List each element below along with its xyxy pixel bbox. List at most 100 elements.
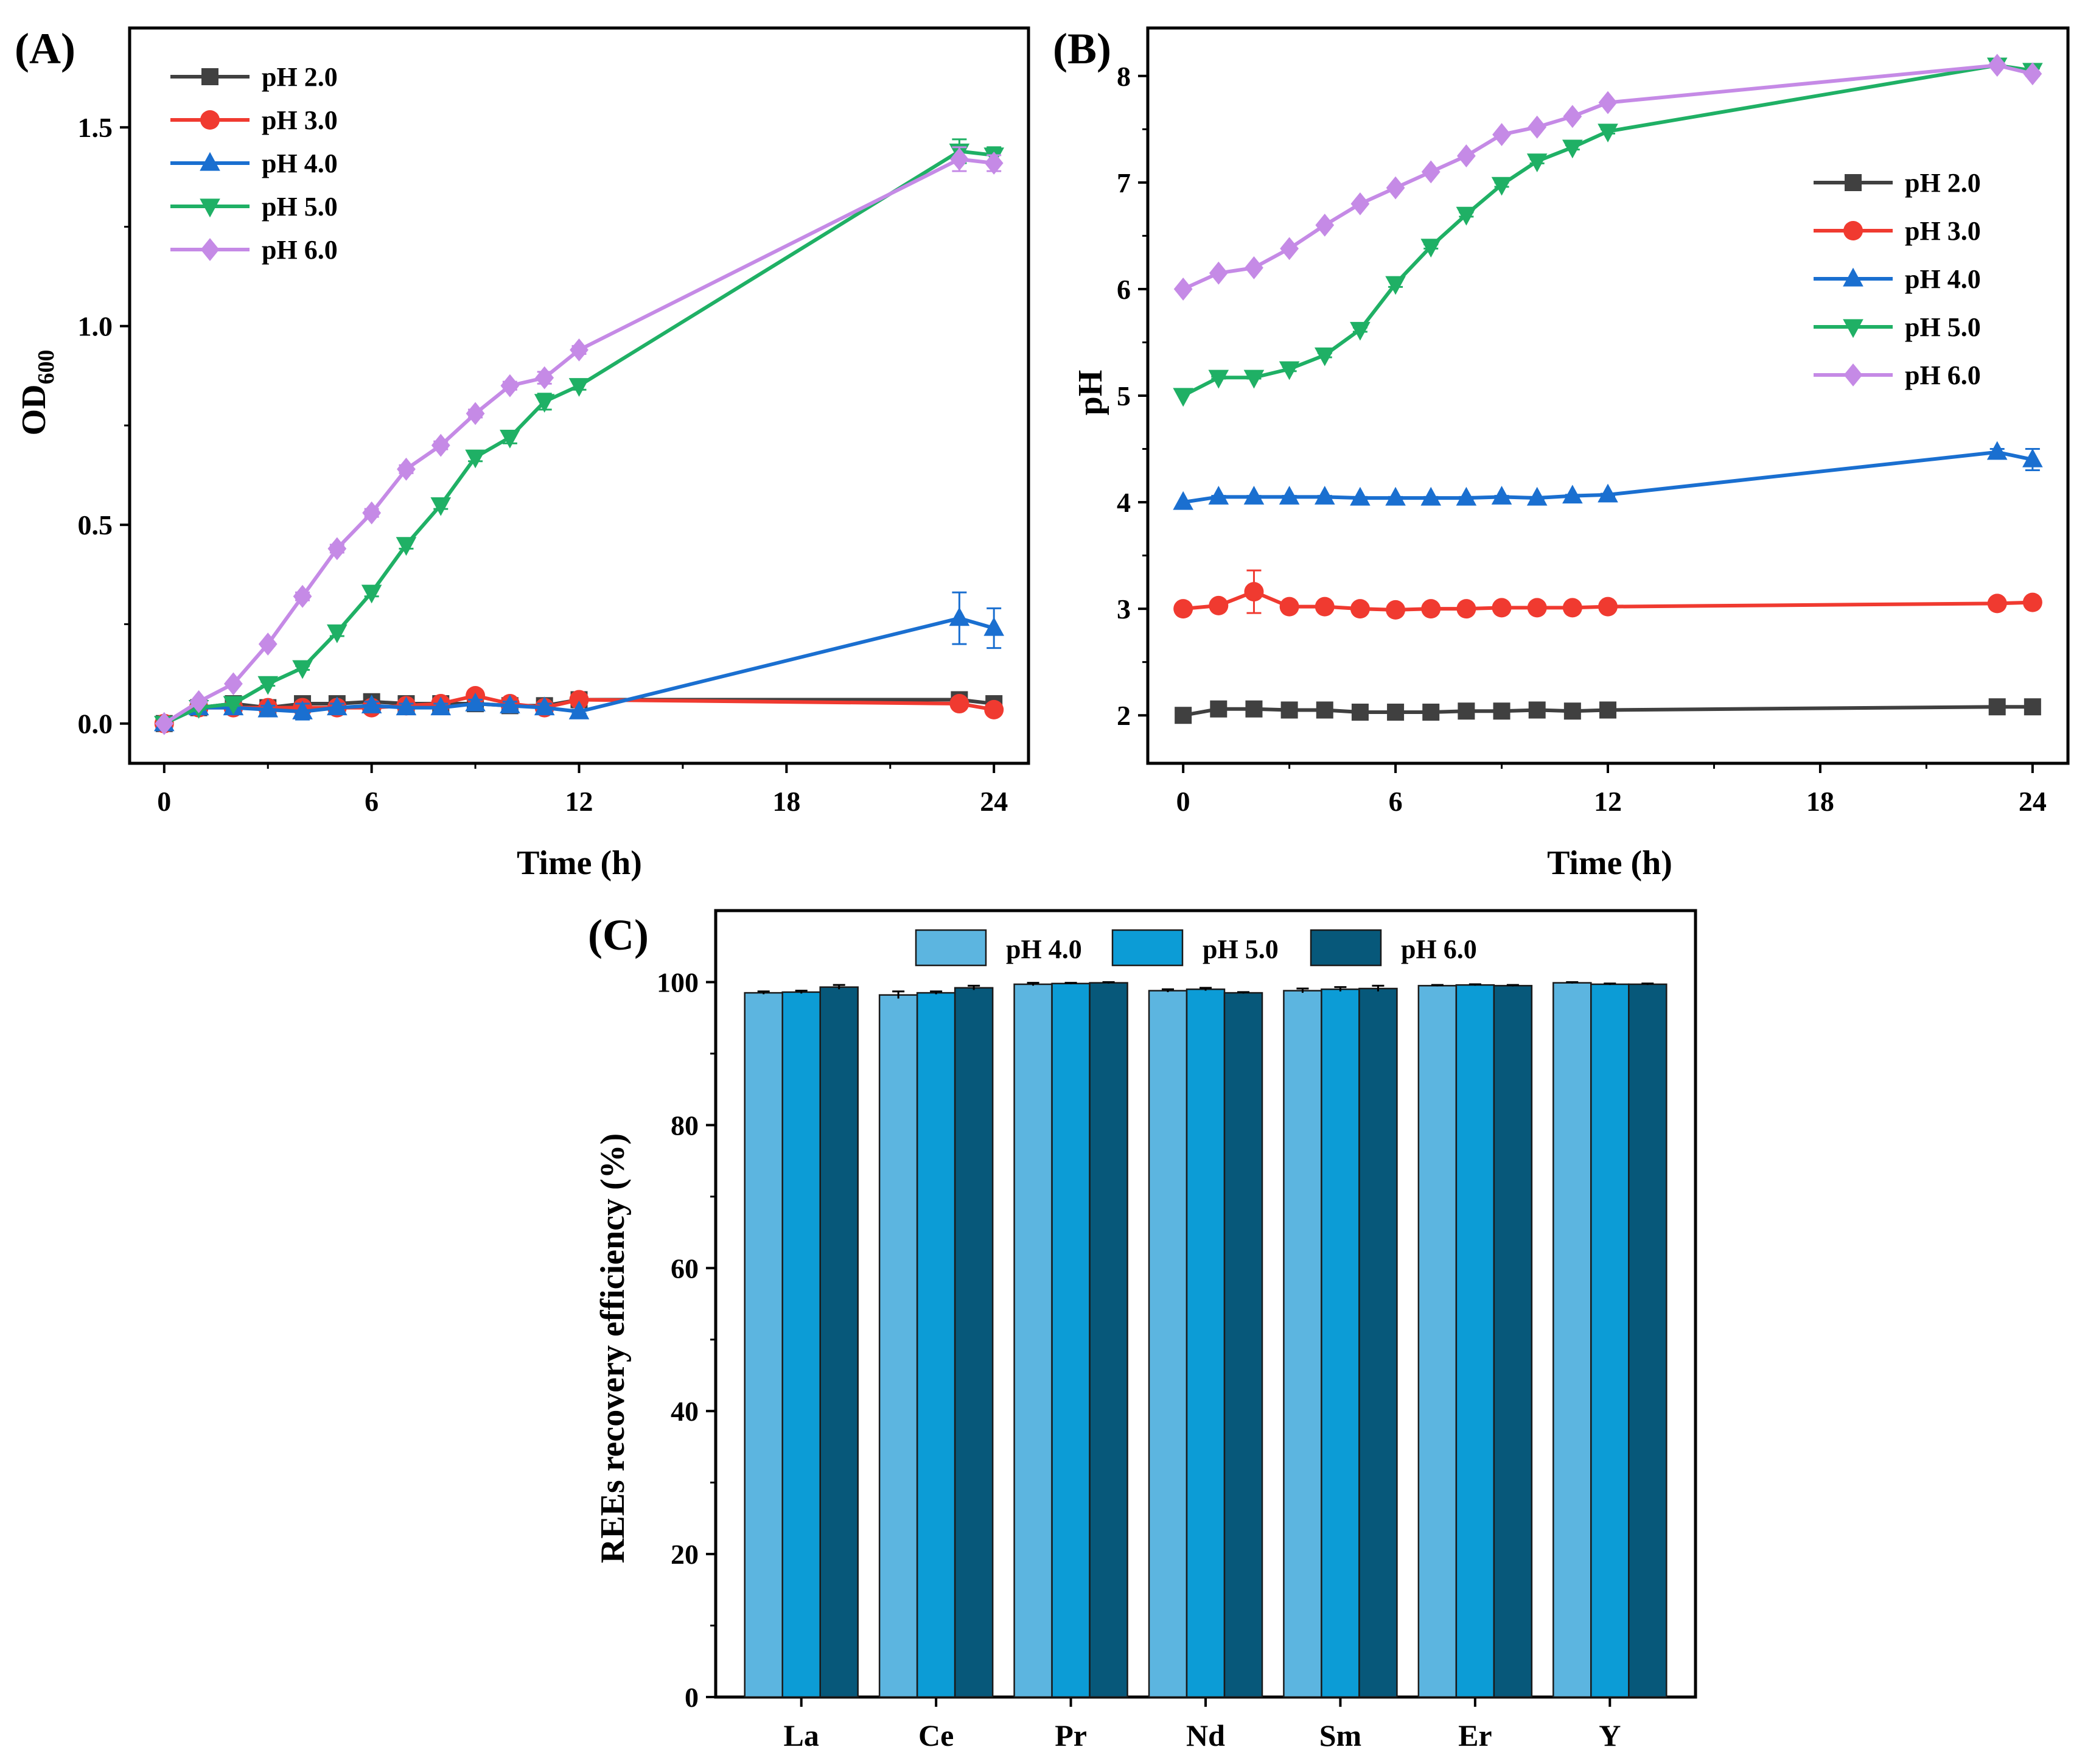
panel-b-data-point-ph-6-0 <box>1209 261 1228 285</box>
panel-c-bar-y-ph-6-0 <box>1628 983 1668 1698</box>
panel-a-legend-label-ph-2-0: pH 2.0 <box>262 62 338 92</box>
panel-b-data-point-ph-2-0 <box>1210 700 1228 718</box>
panel-b-data-point-ph-4-0 <box>2022 448 2043 467</box>
panel-a-data-point-ph-5-0 <box>396 537 417 556</box>
panel-a-data-point-ph-5-0 <box>465 449 486 469</box>
panel-b-data-point-ph-6-0 <box>1280 237 1299 261</box>
panel-a-data-point-ph-6-0 <box>570 338 588 362</box>
panel-a-data-point-ph-6-0 <box>362 501 382 525</box>
panel-b-data-point-ph-6-0 <box>1421 160 1441 184</box>
panel-c-bar-ce-ph-4-0 <box>878 994 918 1698</box>
panel-b-data-point-ph-5-0 <box>1208 369 1229 389</box>
panel-c-plot-area: 0 20 40 60 80 100 La Ce Pr Nd Sm Er YpH 4.0 pH 5.0 pH … <box>657 909 1697 1752</box>
panel-b-data-point-ph-4-0 <box>1562 485 1583 504</box>
panel-b-data-point-ph-4-0 <box>1243 486 1265 505</box>
panel-b-data-point-ph-2-0 <box>1493 702 1510 720</box>
panel-b-data-point-ph-5-0 <box>1314 347 1335 366</box>
panel-a-data-point-ph-4-0 <box>465 692 486 712</box>
panel-b-data-point-ph-4-0 <box>1420 486 1442 506</box>
panel-b-x-tick-label: 18 <box>1806 786 1834 817</box>
panel-a-legend-label-ph-3-0: pH 3.0 <box>262 105 338 135</box>
panel-b-data-point-ph-6-0 <box>1598 91 1618 114</box>
panel-b-data-point-ph-6-0 <box>1173 278 1193 301</box>
panel-b-data-point-ph-6-0 <box>1350 192 1370 215</box>
panel-a-legend-marker-ph-3-0 <box>200 110 220 130</box>
panel-b-data-point-ph-5-0 <box>1491 177 1512 196</box>
panel-b-data-point-ph-2-0 <box>1563 702 1581 720</box>
panel-c-category-label-la: La <box>784 1718 819 1752</box>
panel-c-category-label-ce: Ce <box>918 1718 954 1752</box>
panel-c: (C) 0 20 40 60 80 100 La Ce Pr Nd Sm Er YpH 4.0 pH 5.… <box>588 909 1697 1752</box>
panel-b-data-point-ph-5-0 <box>1243 369 1265 389</box>
panel-c-bar-sm-ph-5-0 <box>1321 988 1360 1698</box>
panel-c-label: (C) <box>588 911 649 959</box>
panel-b-legend-marker-ph-2-0 <box>1845 174 1862 191</box>
panel-b-data-point-ph-4-0 <box>1526 486 1548 506</box>
panel-c-y-tick-label: 60 <box>671 1253 699 1284</box>
panel-b-data-point-ph-3-0 <box>1527 598 1547 618</box>
panel-b-data-point-ph-3-0 <box>1562 598 1582 618</box>
panel-a-data-point-ph-5-0 <box>430 497 452 516</box>
panel-a-data-point-ph-4-0 <box>500 695 520 713</box>
panel-b-data-point-ph-2-0 <box>1528 701 1546 719</box>
panel-b-data-point-ph-3-0 <box>1244 582 1264 602</box>
panel-a-legend-marker-ph-6-0 <box>200 238 220 261</box>
panel-b-data-point-ph-3-0 <box>1598 597 1618 617</box>
panel-c-bar-nd-ph-6-0 <box>1223 992 1263 1698</box>
panel-b-data-point-ph-2-0 <box>1175 707 1192 724</box>
panel-a-data-point-ph-6-0 <box>984 152 1004 175</box>
panel-c-legend-label-ph-6-0: pH 6.0 <box>1401 934 1477 964</box>
panel-b-legend-marker-ph-5-0 <box>1843 319 1863 338</box>
panel-c-legend-swatch-ph-5-0 <box>1111 929 1184 967</box>
panel-a-data-point-ph-5-0 <box>292 660 313 679</box>
panel-a-data-point-ph-6-0 <box>155 712 174 735</box>
panel-a-data-point-ph-3-0 <box>984 699 1004 719</box>
panel-a-data-point-ph-5-0 <box>257 676 279 695</box>
panel-b-y-tick-label: 7 <box>1117 167 1131 198</box>
panel-a-data-point-ph-6-0 <box>327 537 347 561</box>
panel-a-data-point-ph-6-0 <box>466 402 485 425</box>
panel-a-data-point-ph-3-0 <box>949 694 969 714</box>
panel-b-data-point-ph-4-0 <box>1208 486 1229 505</box>
panel-b-data-point-ph-6-0 <box>1563 105 1582 128</box>
panel-a-legend-label-ph-6-0: pH 6.0 <box>262 235 338 265</box>
panel-c-y-tick-label: 20 <box>671 1539 699 1570</box>
panel-b-data-point-ph-4-0 <box>1314 486 1335 505</box>
panel-b-y-tick-label: 2 <box>1117 700 1131 731</box>
panel-c-bar-la-ph-5-0 <box>781 991 821 1698</box>
panel-a-x-axis-title: Time (h) <box>517 844 642 882</box>
panel-b-data-point-ph-3-0 <box>1492 598 1512 618</box>
panel-c-bar-ce-ph-6-0 <box>954 987 994 1698</box>
panel-a-data-point-ph-6-0 <box>431 433 450 457</box>
panel-a-x-tick-label: 12 <box>565 786 593 817</box>
panel-b-x-tick-label: 0 <box>1176 786 1190 817</box>
panel-b-y-axis-title: pH <box>1072 370 1109 416</box>
panel-a-data-point-ph-6-0 <box>949 147 969 171</box>
panel-b-data-point-ph-3-0 <box>1209 595 1229 615</box>
panel-a-y-axis-title-subscript: 600 <box>33 350 59 385</box>
panel-a-data-point-ph-6-0 <box>258 632 278 656</box>
panel-a-legend-marker-ph-5-0 <box>200 198 220 218</box>
panel-b-data-point-ph-2-0 <box>1280 701 1298 719</box>
panel-b-y-tick-label: 4 <box>1117 487 1131 518</box>
panel-c-bar-pr-ph-4-0 <box>1013 983 1053 1698</box>
panel-b-data-point-ph-6-0 <box>1386 176 1405 200</box>
panel-a-data-point-ph-6-0 <box>500 374 520 397</box>
panel-b-data-point-ph-6-0 <box>1492 123 1511 146</box>
panel-b-x-tick-label: 12 <box>1594 786 1622 817</box>
panel-a-legend-label-ph-5-0: pH 5.0 <box>262 192 338 222</box>
panel-a-x-tick-label: 24 <box>980 786 1008 817</box>
panel-b-data-point-ph-2-0 <box>1599 701 1616 719</box>
panel-b-data-point-ph-5-0 <box>1420 239 1442 258</box>
panel-a-legend-marker-ph-4-0 <box>200 152 220 171</box>
panel-b-data-point-ph-5-0 <box>1456 206 1477 226</box>
panel-c-bar-ce-ph-5-0 <box>916 992 956 1698</box>
panel-b-plot-area: 0 6 12 18 24 2 3 4 5 6 7 8 pH 2.0 pH 3.0 pH 4.0 pH 5.0 p… <box>1117 26 2070 817</box>
panel-a-legend-marker-ph-2-0 <box>201 68 218 85</box>
panel-c-bar-nd-ph-4-0 <box>1148 990 1188 1698</box>
panel-b-legend-marker-ph-4-0 <box>1843 267 1863 287</box>
panel-c-category-label-er: Er <box>1458 1718 1492 1752</box>
panel-a-data-point-ph-4-0 <box>430 696 452 716</box>
panel-b-data-point-ph-4-0 <box>1491 486 1512 505</box>
